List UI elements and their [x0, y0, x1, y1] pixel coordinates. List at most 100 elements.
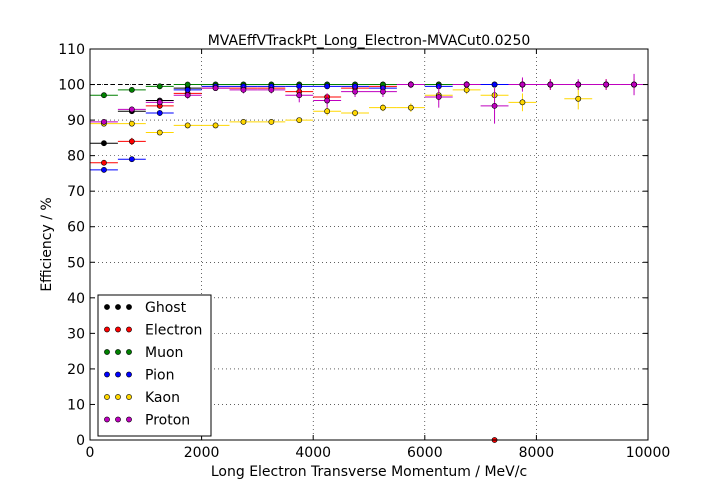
data-point — [184, 122, 191, 129]
y-tick-label: 90 — [67, 113, 85, 129]
data-point — [491, 102, 498, 109]
legend-marker — [126, 326, 132, 333]
legend-item-electron: Electron — [104, 323, 202, 339]
data-point — [603, 81, 610, 88]
data-point — [156, 110, 163, 116]
data-point — [407, 81, 414, 88]
y-tick-label: 100 — [58, 78, 85, 94]
legend-box — [97, 294, 212, 437]
data-point — [324, 83, 331, 90]
y-tick-label: 70 — [67, 184, 85, 200]
data-point — [324, 108, 331, 115]
data-point — [575, 81, 582, 88]
data-point — [156, 83, 163, 90]
data-point — [128, 86, 135, 93]
legend-marker — [115, 304, 121, 310]
data-point — [519, 81, 526, 88]
data-point — [491, 81, 498, 88]
x-tick-label: 8000 — [519, 445, 555, 461]
data-point — [101, 159, 107, 166]
data-point — [101, 166, 107, 173]
data-point — [380, 88, 386, 95]
series-layer — [90, 73, 648, 443]
data-point — [631, 81, 637, 88]
legend-label: Proton — [145, 413, 190, 429]
data-point — [463, 81, 470, 88]
legend-marker — [126, 304, 132, 310]
legend-marker — [104, 371, 110, 378]
y-tick-label: 0 — [76, 433, 85, 449]
legend-marker — [104, 416, 110, 423]
y-tick-label: 20 — [67, 362, 85, 378]
data-point — [435, 94, 442, 100]
legend-marker — [126, 394, 132, 400]
data-point — [296, 92, 303, 99]
legend-item-muon: Muon — [104, 345, 183, 361]
data-point — [352, 110, 358, 116]
y-axis-label: Efficiency / % — [39, 197, 55, 291]
legend-marker — [126, 371, 132, 378]
data-point — [240, 118, 247, 125]
y-tick-label: 50 — [67, 255, 85, 271]
data-point — [240, 86, 247, 93]
data-point — [128, 138, 135, 145]
legend-marker — [126, 416, 132, 423]
series-proton — [90, 73, 648, 125]
y-tick-label: 30 — [67, 326, 85, 342]
x-tick-label: 0 — [86, 445, 95, 461]
data-point — [212, 122, 219, 129]
data-point — [296, 117, 303, 123]
data-point — [101, 92, 107, 99]
legend-label: Pion — [145, 368, 174, 384]
legend-item-kaon: Kaon — [104, 390, 180, 406]
legend-marker — [115, 349, 121, 355]
y-tick-label: 10 — [67, 397, 85, 413]
legend-label: Muon — [145, 345, 183, 361]
legend-marker — [115, 416, 121, 423]
legend-marker — [126, 349, 132, 355]
legend-marker — [115, 326, 121, 333]
plot-frame — [89, 48, 649, 441]
data-point — [156, 99, 163, 106]
legend-item-proton: Proton — [104, 413, 190, 429]
y-tick-label: 60 — [67, 220, 85, 236]
legend-marker — [104, 349, 110, 355]
legend-marker — [104, 304, 110, 310]
data-point — [184, 92, 191, 99]
data-point — [352, 88, 358, 95]
data-point — [268, 118, 275, 125]
legend-item-ghost: Ghost — [104, 300, 187, 316]
data-point — [101, 140, 107, 147]
x-tick-label: 6000 — [407, 445, 443, 461]
data-point — [212, 85, 219, 91]
data-point — [128, 156, 135, 163]
data-point — [407, 104, 414, 111]
axis-ticks: 0 2000 4000 6000 8000 10000 0 10 20 30 40 50 60 70 80 9… — [58, 42, 670, 461]
data-point — [184, 81, 191, 88]
data-point — [128, 106, 135, 113]
legend: Ghost Electron Muon Pion Kaon Proton — [97, 294, 212, 437]
legend-item-pion: Pion — [104, 368, 174, 384]
data-point — [324, 97, 331, 104]
data-point — [380, 104, 386, 111]
legend-marker — [115, 394, 121, 400]
legend-label: Ghost — [145, 300, 187, 316]
x-tick-label: 2000 — [184, 445, 220, 461]
data-point — [101, 118, 107, 125]
data-point — [268, 86, 275, 93]
data-point — [128, 120, 135, 127]
x-axis-label: Long Electron Transverse Momentum / MeV/… — [211, 464, 527, 480]
y-tick-label: 40 — [67, 291, 85, 307]
x-tick-label: 4000 — [295, 445, 331, 461]
data-point — [575, 95, 582, 102]
legend-label: Electron — [145, 323, 202, 339]
legend-marker — [115, 371, 121, 378]
chart-title: MVAEffVTrackPt_Long_Electron-MVACut0.025… — [208, 33, 531, 49]
legend-label: Kaon — [145, 390, 180, 406]
data-point — [519, 99, 526, 106]
x-tick-label: 10000 — [626, 445, 671, 461]
y-tick-label: 110 — [58, 42, 85, 58]
y-tick-label: 80 — [67, 149, 85, 165]
legend-marker — [104, 394, 110, 400]
